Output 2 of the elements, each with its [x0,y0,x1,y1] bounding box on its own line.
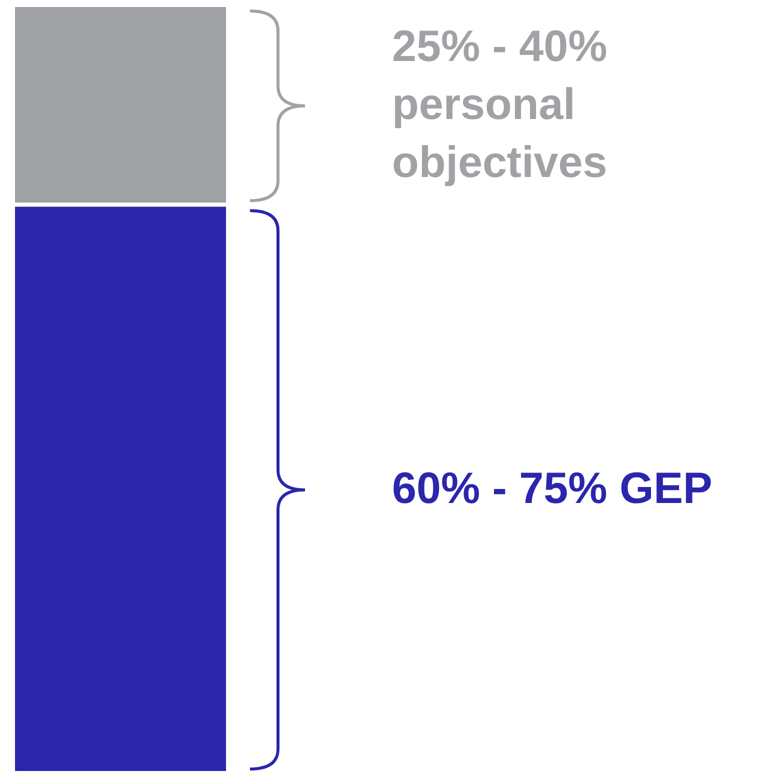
text: 25% - 40% personal objectives [392,20,608,189]
text: 60% - 75% GEP [392,462,714,515]
